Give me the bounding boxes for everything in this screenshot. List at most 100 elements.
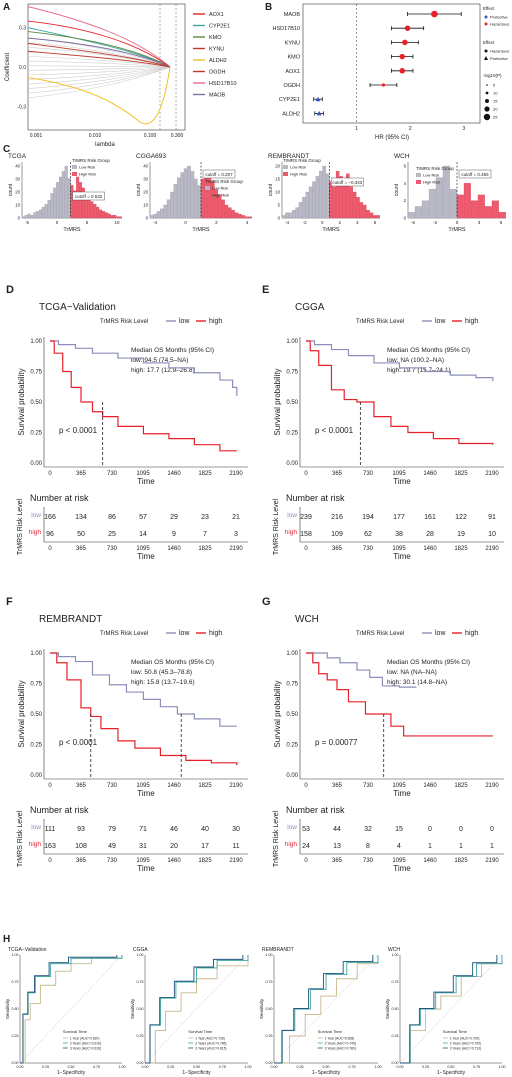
risk-table-title: Number at risk — [30, 805, 89, 815]
km-pvalue: p < 0.0001 — [59, 738, 98, 747]
risk-cell-high: 11 — [232, 843, 239, 850]
legend-size-dot — [485, 91, 489, 95]
km-xtick: 1825 — [454, 783, 468, 789]
roc-diagonal — [273, 954, 379, 1064]
panel-letter: F — [6, 596, 13, 608]
risk-cell-low: 122 — [455, 514, 467, 521]
hist-legend-high: High Risk — [212, 193, 229, 198]
legend-size-dot — [483, 113, 491, 121]
km-ytick: 0.50 — [30, 400, 42, 406]
hist-bar — [30, 215, 34, 219]
km-xtick: 730 — [363, 783, 374, 789]
roc-ylabel: Sensitivity — [130, 998, 135, 1019]
roc-diagonal — [19, 954, 123, 1064]
lasso-path — [27, 42, 171, 68]
hist-legend-title: TrMRS Risk Group — [205, 179, 243, 184]
legend-effect2-title: Effect — [483, 40, 495, 45]
hist-bar — [285, 212, 289, 219]
roc-xtick: 0.50 — [323, 1065, 330, 1069]
km-curve-high — [306, 652, 493, 737]
km-xtick: 1095 — [136, 783, 150, 789]
km-median-title: Median OS Months (95% CI) — [387, 659, 470, 666]
risk-xtick: 2190 — [485, 546, 499, 552]
risk-cell-low: 44 — [333, 826, 341, 833]
risk-cell-high: 10 — [488, 531, 496, 538]
km-legend-low: low — [179, 318, 190, 325]
hist-bar — [53, 187, 57, 219]
risk-cell-low: 161 — [424, 514, 436, 521]
hist-ylabel: count — [394, 183, 400, 196]
risk-cell-high: 28 — [426, 531, 434, 538]
hist-xtick: -4 — [153, 220, 157, 225]
legend-size-dot — [484, 106, 490, 112]
legend-gene-MAOB: MAOB — [209, 93, 226, 99]
risk-row-label-low: low — [31, 512, 41, 519]
hist-bar — [342, 181, 347, 219]
hist-ytick: 20 — [143, 190, 148, 195]
roc-xtick: 1.00 — [119, 1065, 126, 1069]
risk-xtick: 1095 — [136, 546, 150, 552]
risk-xtick: 1825 — [198, 858, 212, 864]
legend-gene-AOX1: AOX1 — [209, 12, 224, 18]
hist-bar — [349, 186, 353, 219]
km-title: TCGA−Validation — [39, 302, 116, 313]
panel-a-xlabel: lambda — [95, 142, 115, 148]
forest-gene-label: MAOB — [284, 12, 301, 18]
risk-cell-high: 109 — [331, 531, 343, 538]
hist-bar — [64, 165, 68, 219]
hist-bar — [359, 202, 364, 219]
legend-size-item: 15 — [493, 99, 498, 104]
km-curve-high — [306, 340, 494, 445]
hist-bar — [421, 200, 429, 219]
hist-bar — [248, 216, 252, 219]
hist-xtick: 10 — [114, 220, 120, 225]
risk-cell-high: 158 — [300, 531, 312, 538]
risk-cell-high: 4 — [397, 843, 401, 850]
hist-bar — [211, 181, 215, 219]
risk-xlabel: Time — [393, 552, 411, 561]
legend-gene-CYP2E1: CYP2E1 — [209, 24, 230, 30]
km-curve-low — [306, 340, 494, 382]
hist-bar — [187, 165, 191, 219]
roc-ytick: 1.00 — [12, 953, 19, 957]
panel-letter-b: B — [265, 2, 272, 13]
panel-a-xtick: 0.001 — [30, 133, 43, 139]
hist-bar — [70, 185, 74, 219]
hist-bar — [352, 191, 357, 219]
risk-cell-low: 23 — [201, 514, 209, 521]
legend-effect2-item: Hazardous — [490, 49, 509, 54]
roc-legend-title: Survival Time — [443, 1029, 468, 1034]
roc-ytick: 0.25 — [392, 1034, 399, 1038]
km-xtick: 1460 — [423, 783, 437, 789]
km-xtick: 730 — [363, 471, 374, 477]
panel-letter-c: C — [3, 144, 10, 155]
hist-bar — [291, 210, 296, 219]
roc-ytick: 1.00 — [392, 953, 399, 957]
km-curve-low — [306, 652, 417, 688]
km-ytick: 1.00 — [30, 339, 42, 345]
km-xtick: 365 — [76, 471, 87, 477]
hist-ytick: 10 — [15, 203, 20, 208]
hist-bar — [50, 193, 54, 219]
roc-xtick: 0.75 — [93, 1065, 100, 1069]
forest-gene-label: KMO — [287, 55, 300, 61]
hist-bar — [41, 206, 45, 219]
forest-gene-label: KYNU — [285, 40, 300, 46]
panel-a-frame — [27, 3, 186, 131]
legend-size-item: 5 — [493, 83, 496, 88]
hist-bar — [96, 206, 100, 219]
hist-bar — [295, 207, 299, 219]
hist-bar — [36, 211, 40, 219]
hist-bar — [33, 212, 37, 219]
lasso-path-other — [27, 66, 171, 71]
hist-bar — [194, 178, 198, 219]
hist-bar — [24, 215, 28, 219]
risk-xtick: 1095 — [136, 858, 150, 864]
roc-title: REMBRANDT — [262, 947, 294, 953]
roc-xtick: 0.25 — [422, 1065, 429, 1069]
hist-bar — [238, 213, 242, 219]
risk-xtick: 730 — [107, 546, 118, 552]
roc-legend-title: Survival Time — [188, 1029, 213, 1034]
km-ytick: 1.00 — [286, 339, 298, 345]
forest-point — [399, 53, 405, 60]
